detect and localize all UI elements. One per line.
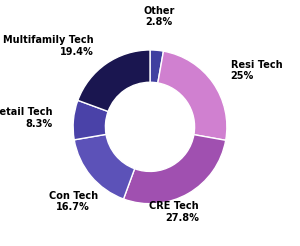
Wedge shape xyxy=(74,134,135,199)
Wedge shape xyxy=(124,135,226,204)
Text: CRE Tech
27.8%: CRE Tech 27.8% xyxy=(149,201,199,223)
Wedge shape xyxy=(73,100,108,140)
Wedge shape xyxy=(78,50,150,111)
Text: Con Tech
16.7%: Con Tech 16.7% xyxy=(49,191,98,212)
Text: Retail Tech
8.3%: Retail Tech 8.3% xyxy=(0,107,52,129)
Text: Other
2.8%: Other 2.8% xyxy=(143,6,175,27)
Text: Resi Tech
25%: Resi Tech 25% xyxy=(231,60,282,81)
Text: Multifamily Tech
19.4%: Multifamily Tech 19.4% xyxy=(3,35,94,57)
Wedge shape xyxy=(150,50,164,83)
Wedge shape xyxy=(158,51,227,140)
